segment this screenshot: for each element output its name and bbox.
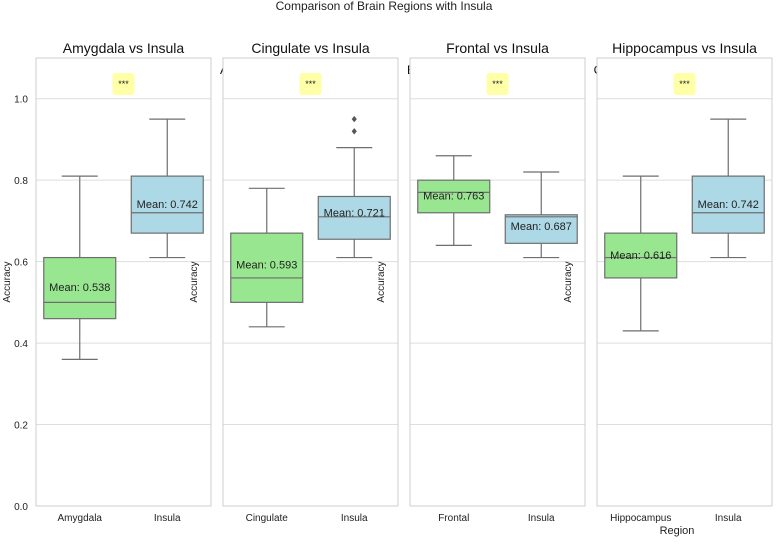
x-tick-label: Insula (154, 513, 181, 524)
y-tick-label: 0.4 (14, 339, 28, 350)
outlier-point (351, 128, 357, 135)
mean-label: Mean: 0.538 (49, 282, 110, 294)
x-tick-label: Amygdala (58, 513, 103, 524)
panel-title: Amygdala vs Insula (63, 40, 185, 56)
x-tick-label: Frontal (438, 513, 469, 524)
panel-title: Frontal vs Insula (446, 40, 549, 56)
panel-frame (35, 57, 212, 507)
panel-frame (222, 57, 399, 507)
mean-label: Mean: 0.616 (610, 250, 671, 262)
y-axis-label: Accuracy (2, 261, 13, 302)
box-insula (504, 214, 578, 244)
significance-label: *** (118, 79, 129, 89)
box-frontal (417, 179, 491, 214)
mean-label: Mean: 0.721 (324, 207, 385, 219)
significance-label: *** (679, 79, 690, 89)
significance-badge (112, 73, 135, 95)
y-tick-label: 1.0 (14, 95, 28, 106)
box-cingulate (230, 232, 304, 303)
y-tick-label: 0.2 (14, 421, 28, 432)
figure-title: Comparison of Brain Regions with Insula (276, 0, 493, 13)
panel-frame (409, 57, 586, 507)
significance-badge (673, 73, 696, 95)
box-insula (317, 195, 391, 240)
y-tick-label: 0.6 (14, 258, 28, 269)
panel-frame (596, 57, 773, 507)
box-insula (691, 175, 765, 234)
y-axis-label: Accuracy (376, 261, 387, 302)
mean-label: Mean: 0.687 (511, 221, 572, 233)
y-axis-label: Accuracy (189, 261, 200, 302)
x-tick-label: Cingulate (246, 513, 289, 524)
significance-badge (486, 73, 509, 95)
panel-title: Hippocampus vs Insula (612, 40, 757, 56)
x-tick-label: Insula (715, 513, 742, 524)
box-hippocampus (604, 232, 678, 279)
significance-badge (299, 73, 322, 95)
x-axis-label: Region (660, 525, 695, 537)
x-tick-label: Hippocampus (610, 513, 671, 524)
panel-background (410, 58, 585, 506)
y-tick-label: 0.8 (14, 176, 28, 187)
mean-label: Mean: 0.742 (698, 199, 759, 211)
y-axis-label: Accuracy (563, 261, 574, 302)
mean-label: Mean: 0.763 (423, 190, 484, 202)
significance-label: *** (305, 79, 316, 89)
panel-background (597, 58, 772, 506)
box-insula (130, 175, 204, 234)
significance-label: *** (492, 79, 503, 89)
x-tick-label: Insula (528, 513, 555, 524)
panel-title: Cingulate vs Insula (251, 40, 370, 56)
mean-label: Mean: 0.593 (236, 259, 297, 271)
outlier-point (351, 115, 357, 123)
y-tick-label: 0.0 (14, 502, 28, 513)
mean-label: Mean: 0.742 (137, 199, 198, 211)
box-amygdala (43, 256, 117, 320)
x-tick-label: Insula (341, 513, 368, 524)
